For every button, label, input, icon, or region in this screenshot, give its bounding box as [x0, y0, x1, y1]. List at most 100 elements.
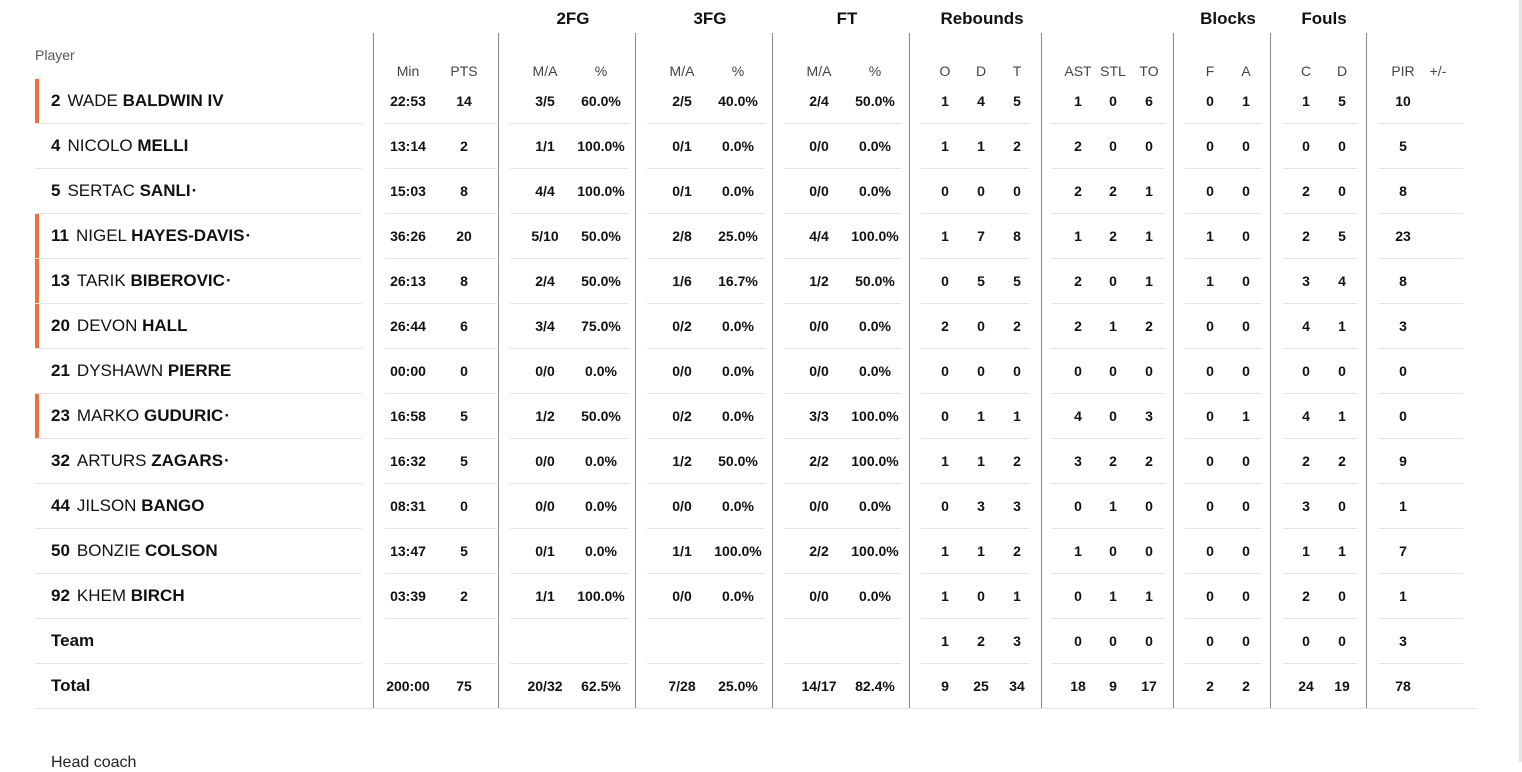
player-name-link[interactable]: 32 ARTURS ZAGARS·: [51, 451, 230, 471]
player-name-link[interactable]: 23 MARKO GUDURIC·: [51, 406, 230, 426]
stat-blk-a: 0: [1242, 453, 1250, 469]
starter-indicator: [35, 214, 39, 258]
row-divider: [1052, 213, 1164, 214]
column-header-stl: STL: [1100, 63, 1126, 79]
row-divider: [784, 168, 902, 169]
player-name-link[interactable]: 4 NICOLO MELLI: [51, 136, 189, 156]
stat-ast: 0: [1074, 498, 1082, 514]
player-last-name: PIERRE: [167, 361, 232, 380]
group-header-blocks: Blocks: [1200, 9, 1256, 28]
group-header-ft: FT: [836, 9, 858, 28]
stat-foul-c: 3: [1302, 273, 1310, 289]
stat-reb-o: 0: [941, 183, 949, 199]
stat-3fg-pct: 0.0%: [722, 498, 754, 514]
row-divider: [385, 438, 497, 439]
row-divider: [385, 573, 497, 574]
player-name-link[interactable]: 50 BONZIE COLSON: [51, 541, 219, 561]
stat-pir: 78: [1395, 678, 1411, 694]
group-header-3fg: 3FG: [693, 9, 727, 28]
stat-2fg-pct: 0.0%: [585, 453, 617, 469]
player-first-name: SERTAC: [67, 181, 135, 200]
row-divider: [647, 123, 764, 124]
stat-reb-t: 2: [1013, 453, 1021, 469]
stat-pts: 75: [456, 678, 472, 694]
row-divider: [1052, 438, 1164, 439]
row-divider: [1185, 168, 1262, 169]
player-name-link[interactable]: 11 NIGEL HAYES-DAVIS·: [51, 226, 251, 246]
stat-reb-o: 1: [941, 453, 949, 469]
stat-min: 13:14: [390, 138, 426, 154]
scrollbar-track[interactable]: [1519, 0, 1522, 762]
stat-min: 26:13: [390, 273, 426, 289]
stat-3fg-pct: 16.7%: [718, 273, 758, 289]
stat-reb-o: 1: [941, 588, 949, 604]
row-divider: [385, 303, 497, 304]
stat-reb-t: 3: [1013, 633, 1021, 649]
stat-3fg-pct: 0.0%: [722, 183, 754, 199]
stat-ft-pct: 100.0%: [851, 228, 899, 244]
row-divider: [1283, 258, 1358, 259]
stat-blk-f: 1: [1206, 273, 1214, 289]
stat-3fg-ma: 0/0: [672, 588, 692, 604]
stat-to: 2: [1145, 318, 1153, 334]
stat-stl: 0: [1109, 633, 1117, 649]
player-last-name: SANLI: [139, 181, 191, 200]
stat-foul-c: 1: [1302, 93, 1310, 109]
stat-blk-f: 0: [1206, 453, 1214, 469]
player-name-link[interactable]: 44 JILSON BANGO: [51, 496, 205, 516]
row-divider: [385, 168, 497, 169]
column-separator: [635, 33, 636, 708]
stat-reb-t: 5: [1013, 273, 1021, 289]
stat-blk-a: 0: [1242, 228, 1250, 244]
row-divider: [1283, 303, 1358, 304]
row-divider: [921, 393, 1030, 394]
stat-blk-a: 0: [1242, 363, 1250, 379]
player-last-name: ZAGARS: [151, 451, 224, 470]
stat-blk-a: 2: [1242, 678, 1250, 694]
player-number: 92: [51, 586, 70, 605]
group-header-fouls: Fouls: [1301, 9, 1347, 28]
stat-to: 0: [1145, 498, 1153, 514]
stat-stl: 0: [1109, 363, 1117, 379]
player-name-link[interactable]: 13 TARIK BIBEROVIC·: [51, 271, 232, 291]
player-name-link[interactable]: 21 DYSHAWN PIERRE: [51, 361, 232, 381]
stat-pts: 2: [460, 588, 468, 604]
column-separator: [909, 33, 910, 708]
stat-ft-ma: 0/0: [809, 183, 829, 199]
column-header-2fg-ma: M/A: [532, 63, 558, 79]
stat-foul-d: 1: [1338, 318, 1346, 334]
row-divider: [35, 663, 362, 664]
player-name-link[interactable]: 20 DEVON HALL: [51, 316, 188, 336]
player-number: 4: [51, 136, 61, 155]
player-name-link[interactable]: 5 SERTAC SANLI·: [51, 181, 197, 201]
stat-reb-t: 5: [1013, 93, 1021, 109]
stat-blk-a: 0: [1242, 138, 1250, 154]
row-divider: [1378, 618, 1463, 619]
row-divider: [1052, 168, 1164, 169]
player-name-link[interactable]: 92 KHEM BIRCH: [51, 586, 186, 606]
column-header-reb-d: D: [975, 63, 987, 79]
row-divider: [647, 438, 764, 439]
stat-foul-d: 5: [1338, 93, 1346, 109]
stat-to: 17: [1141, 678, 1157, 694]
stat-foul-d: 2: [1338, 453, 1346, 469]
row-divider: [510, 303, 628, 304]
row-divider: [784, 438, 902, 439]
row-divider: [385, 618, 497, 619]
row-divider: [35, 213, 362, 214]
player-column-header: Player: [35, 47, 75, 63]
stat-3fg-pct: 40.0%: [718, 93, 758, 109]
row-divider: [1283, 483, 1358, 484]
row-divider: [1283, 168, 1358, 169]
stat-ft-pct: 100.0%: [851, 543, 899, 559]
player-last-name: BANGO: [141, 496, 205, 515]
player-first-name: JILSON: [76, 496, 137, 515]
stat-reb-t: 0: [1013, 183, 1021, 199]
stat-ft-pct: 50.0%: [855, 273, 895, 289]
stat-2fg-pct: 60.0%: [581, 93, 621, 109]
player-name-link[interactable]: 2 WADE BALDWIN IV: [51, 91, 225, 111]
stat-stl: 2: [1109, 183, 1117, 199]
stat-2fg-pct: 0.0%: [585, 498, 617, 514]
player-marker: ·: [224, 406, 231, 425]
stat-foul-d: 1: [1338, 408, 1346, 424]
